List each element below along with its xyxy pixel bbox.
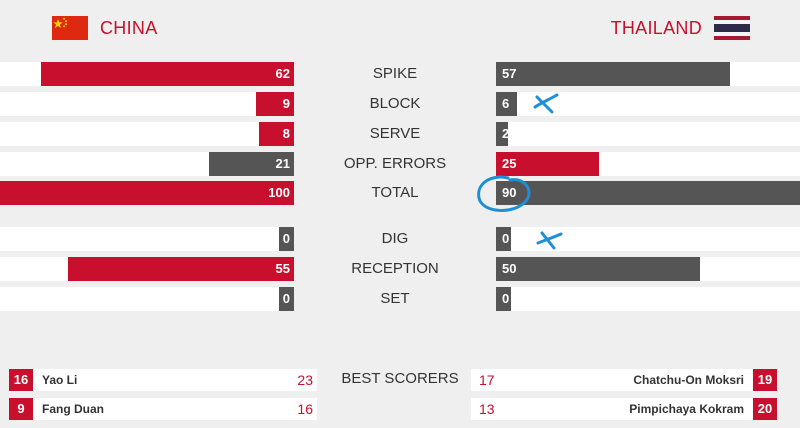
- home-stat-lane: 55: [0, 257, 294, 281]
- player-name: Yao Li: [42, 373, 78, 387]
- cross-mark-icon: [533, 93, 559, 114]
- home-stat-value: 21: [275, 156, 290, 171]
- away-stat-lane: 90: [496, 181, 800, 205]
- away-stat-lane: 0: [496, 287, 800, 311]
- player-name: Chatchu-On Moksri: [633, 373, 744, 387]
- cross-mark-icon: [536, 231, 563, 250]
- away-stat-value: 50: [502, 261, 517, 276]
- away-scorer-row: 17 Chatchu-On Moksri 19: [471, 369, 777, 391]
- home-stat-lane: 0: [0, 227, 294, 251]
- player-number-badge: 20: [753, 398, 777, 420]
- away-stat-bar: 50: [496, 257, 700, 281]
- away-stat-value: 90: [502, 185, 517, 200]
- stat-label: BLOCK: [369, 95, 421, 112]
- player-number-badge: 19: [753, 369, 777, 391]
- home-stat-value: 62: [275, 66, 290, 81]
- thailand-flag-icon: [714, 16, 750, 40]
- stat-label: OPP. ERRORS: [343, 155, 447, 172]
- home-stat-bar: 0: [279, 287, 294, 311]
- away-stat-bar: 6: [496, 92, 518, 116]
- away-stat-bar: 90: [496, 181, 800, 205]
- away-stat-lane: 2: [496, 122, 800, 146]
- home-stat-value: 9: [282, 96, 290, 111]
- home-scorer-row: 9 Fang Duan 16: [9, 398, 317, 420]
- home-stat-bar: 21: [208, 152, 294, 176]
- stat-row-serve: 8 SERVE 2: [0, 122, 800, 146]
- home-stat-bar: 55: [67, 257, 294, 281]
- player-name: Fang Duan: [42, 402, 104, 416]
- away-stat-value: 0: [502, 231, 510, 246]
- home-stat-lane: 9: [0, 92, 294, 116]
- home-scorer-row: 16 Yao Li 23: [9, 369, 317, 391]
- home-stat-bar: 9: [255, 92, 294, 116]
- away-team-name: THAILAND: [610, 17, 702, 38]
- player-number-badge: 16: [9, 369, 33, 391]
- stat-row-dig: 0 DIG 0: [0, 227, 800, 251]
- stat-label: SPIKE: [372, 65, 418, 82]
- stat-label: TOTAL: [371, 184, 419, 201]
- player-number-badge: 9: [9, 398, 33, 420]
- away-stat-bar: 0: [496, 227, 512, 251]
- circle-mark-icon: [477, 175, 531, 212]
- home-stat-lane: 0: [0, 287, 294, 311]
- stat-row-opp-errors: 21 OPP. ERRORS 25: [0, 152, 800, 176]
- home-stat-value: 55: [275, 261, 290, 276]
- away-stat-bar: 2: [496, 122, 510, 146]
- stat-label: RECEPTION: [351, 260, 439, 277]
- home-stat-value: 8: [282, 126, 290, 141]
- away-stat-value: 2: [502, 126, 510, 141]
- home-stat-bar: 62: [41, 62, 294, 86]
- home-stat-lane: 100: [0, 181, 294, 205]
- china-flag-icon: [52, 16, 88, 40]
- away-scorer-row: 13 Pimpichaya Kokram 20: [471, 398, 777, 420]
- home-stat-value: 0: [282, 291, 290, 306]
- away-stat-lane: 25: [496, 152, 800, 176]
- home-stat-bar: 100: [0, 181, 294, 205]
- away-stat-value: 25: [502, 156, 517, 171]
- away-stat-lane: 57: [496, 62, 800, 86]
- stat-label: DIG: [381, 230, 409, 247]
- away-stat-value: 57: [502, 66, 517, 81]
- home-stat-lane: 62: [0, 62, 294, 86]
- away-stat-bar: 57: [496, 62, 731, 86]
- stat-label: SERVE: [369, 125, 421, 142]
- home-stat-lane: 8: [0, 122, 294, 146]
- home-stat-lane: 21: [0, 152, 294, 176]
- away-stat-value: 0: [502, 291, 510, 306]
- away-stat-lane: 6: [496, 92, 800, 116]
- stat-label: SET: [380, 290, 410, 307]
- stat-row-total: 100 TOTAL 90: [0, 181, 800, 205]
- stat-row-block: 9 BLOCK 6: [0, 92, 800, 116]
- home-stat-value: 0: [282, 231, 290, 246]
- stat-row-reception: 55 RECEPTION 50: [0, 257, 800, 281]
- player-points: 17: [479, 372, 495, 388]
- away-stat-lane: 50: [496, 257, 800, 281]
- home-stat-bar: 8: [258, 122, 294, 146]
- home-team-header: CHINA: [52, 14, 158, 42]
- home-stat-bar: 0: [279, 227, 294, 251]
- home-stat-value: 100: [268, 185, 290, 200]
- away-stat-bar: 25: [496, 152, 600, 176]
- player-points: 16: [297, 401, 313, 417]
- away-team-header: THAILAND: [611, 14, 750, 42]
- stat-row-spike: 62 SPIKE 57: [0, 62, 800, 86]
- best-scorers-title: BEST SCORERS: [341, 370, 459, 387]
- stat-row-set: 0 SET 0: [0, 287, 800, 311]
- player-points: 13: [479, 401, 495, 417]
- away-stat-value: 6: [502, 96, 510, 111]
- player-name: Pimpichaya Kokram: [629, 402, 744, 416]
- player-points: 23: [297, 372, 313, 388]
- away-stat-bar: 0: [496, 287, 512, 311]
- home-team-name: CHINA: [100, 17, 158, 38]
